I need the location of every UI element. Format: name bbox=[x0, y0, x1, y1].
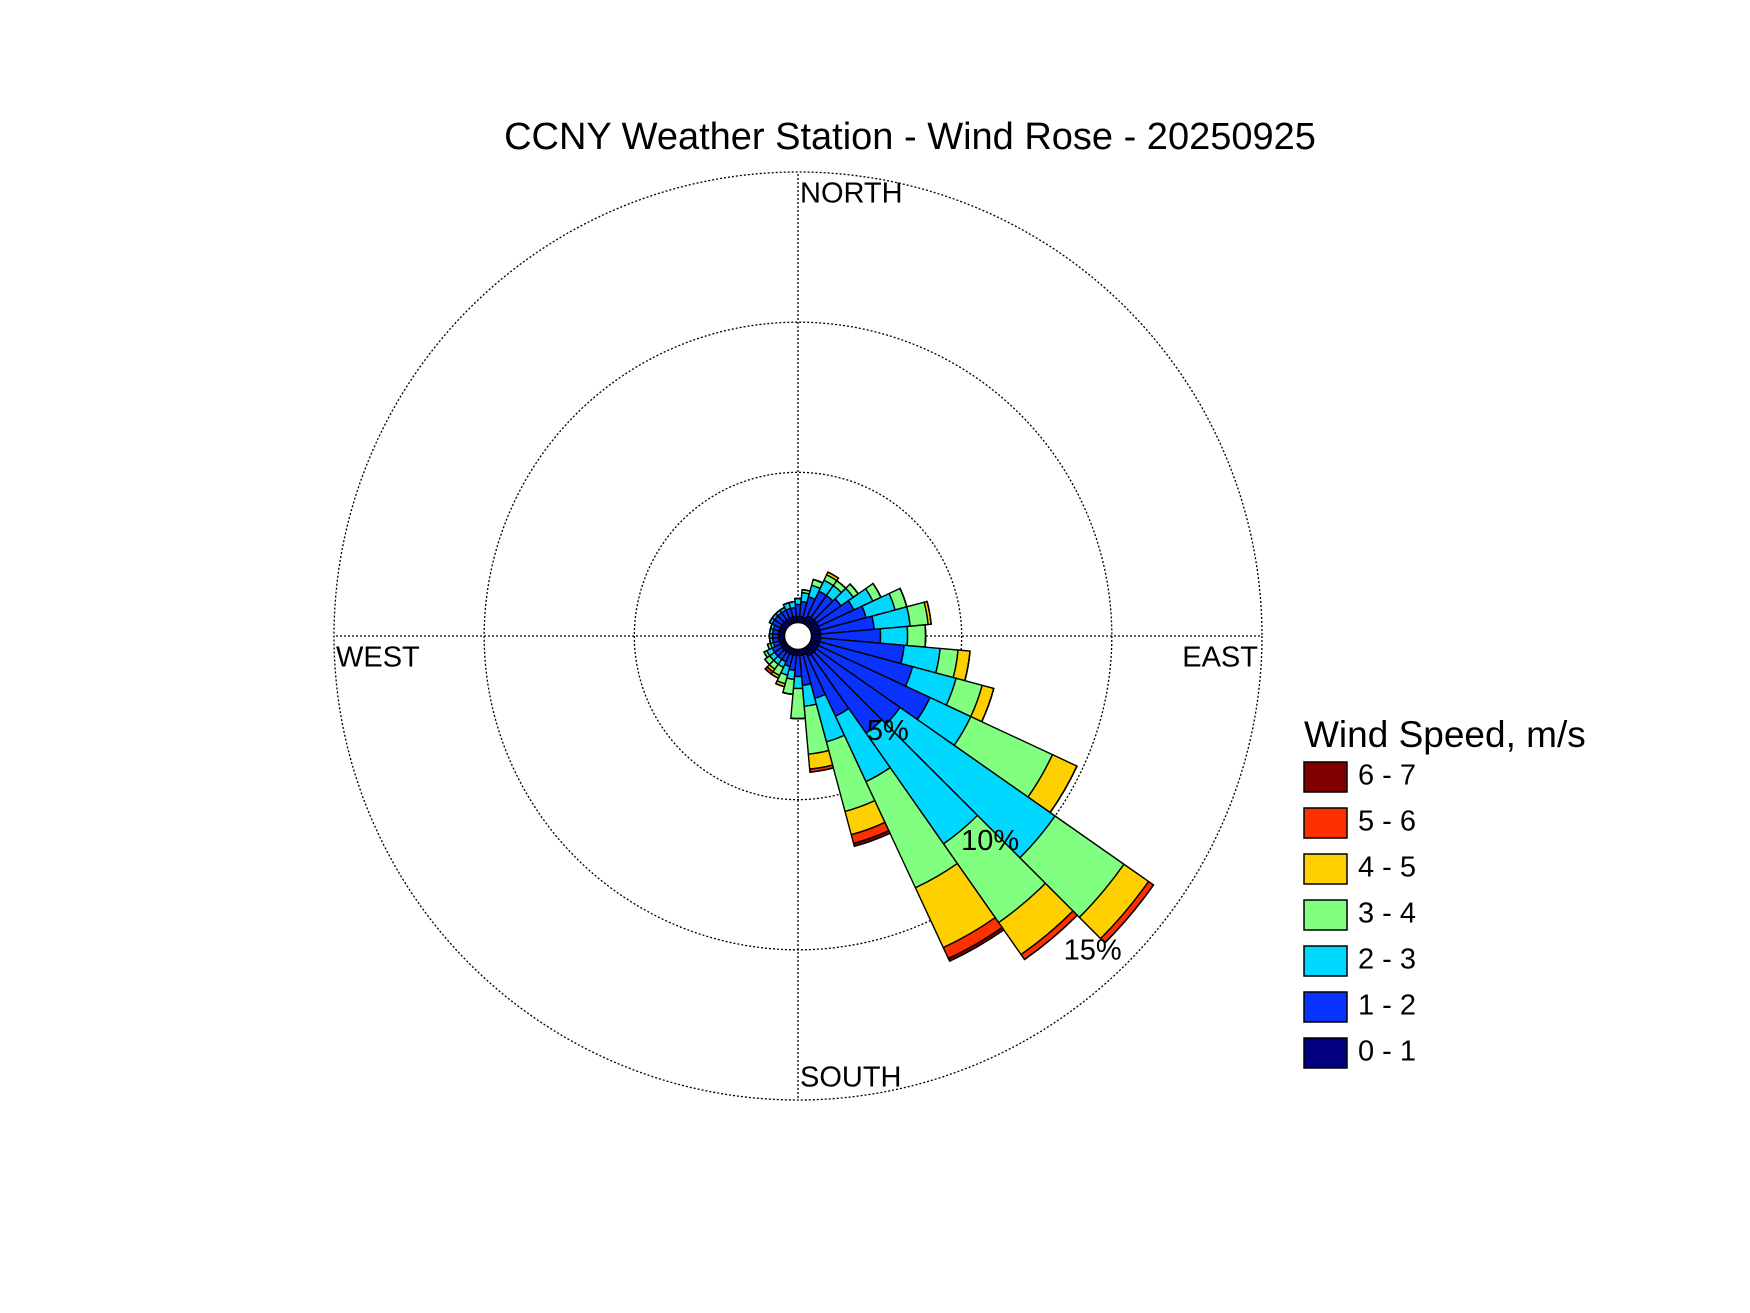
legend-swatch bbox=[1303, 761, 1348, 793]
legend-swatch bbox=[1303, 991, 1348, 1023]
legend-label: 3 - 4 bbox=[1358, 898, 1416, 930]
legend-swatch bbox=[1303, 807, 1348, 839]
bar-segment bbox=[926, 600, 932, 626]
bar-segment bbox=[947, 926, 1005, 962]
bars bbox=[763, 571, 1155, 962]
bar-segment bbox=[879, 625, 909, 647]
grid-ring bbox=[333, 171, 1263, 1101]
ring-label: 5% bbox=[867, 715, 909, 747]
compass-label: WEST bbox=[336, 642, 420, 674]
bar-segment bbox=[775, 682, 786, 688]
bar-segment bbox=[768, 627, 772, 635]
bar-segment bbox=[809, 767, 835, 773]
bar-segment bbox=[768, 637, 772, 645]
compass-label: NORTH bbox=[800, 178, 903, 210]
legend-label: 2 - 3 bbox=[1358, 944, 1416, 976]
bar-segment bbox=[766, 643, 771, 651]
legend-swatch bbox=[1303, 1037, 1348, 1069]
legend-swatch bbox=[1303, 945, 1348, 977]
legend-label: 6 - 7 bbox=[1358, 760, 1416, 792]
center-hole bbox=[783, 621, 813, 651]
legend-label: 1 - 2 bbox=[1358, 990, 1416, 1022]
bar-segment bbox=[788, 600, 796, 604]
bar-segment bbox=[827, 571, 840, 579]
bar-segment bbox=[782, 691, 794, 696]
legend-label: 0 - 1 bbox=[1358, 1036, 1416, 1068]
bar-segment bbox=[852, 829, 891, 848]
bar-segment bbox=[764, 658, 771, 666]
bar-segment bbox=[1104, 884, 1155, 944]
legend-title: Wind Speed, m/s bbox=[1304, 714, 1586, 755]
ring-label: 10% bbox=[961, 825, 1019, 857]
compass-label: SOUTH bbox=[800, 1062, 902, 1094]
bar-segment bbox=[763, 651, 768, 659]
ring-label: 15% bbox=[1064, 935, 1122, 967]
legend-label: 5 - 6 bbox=[1358, 806, 1416, 838]
bar-segment bbox=[906, 624, 927, 648]
legend-swatch bbox=[1303, 899, 1348, 931]
legend: 0 - 1 1 - 2 2 - 3 3 - 4 4 - 5 5 - 6 6 - 7 bbox=[1303, 760, 1416, 1069]
compass-label: EAST bbox=[1182, 642, 1258, 674]
legend-swatch bbox=[1303, 853, 1348, 885]
labels: NORTH EAST SOUTH WEST 5% 10% 15% bbox=[336, 178, 1258, 1094]
bar-segment bbox=[1023, 914, 1078, 961]
grid-ring bbox=[633, 471, 963, 801]
chart-title: CCNY Weather Station - Wind Rose - 20250… bbox=[504, 116, 1316, 158]
legend-label: 4 - 5 bbox=[1358, 852, 1416, 884]
bar-segment bbox=[764, 668, 773, 675]
